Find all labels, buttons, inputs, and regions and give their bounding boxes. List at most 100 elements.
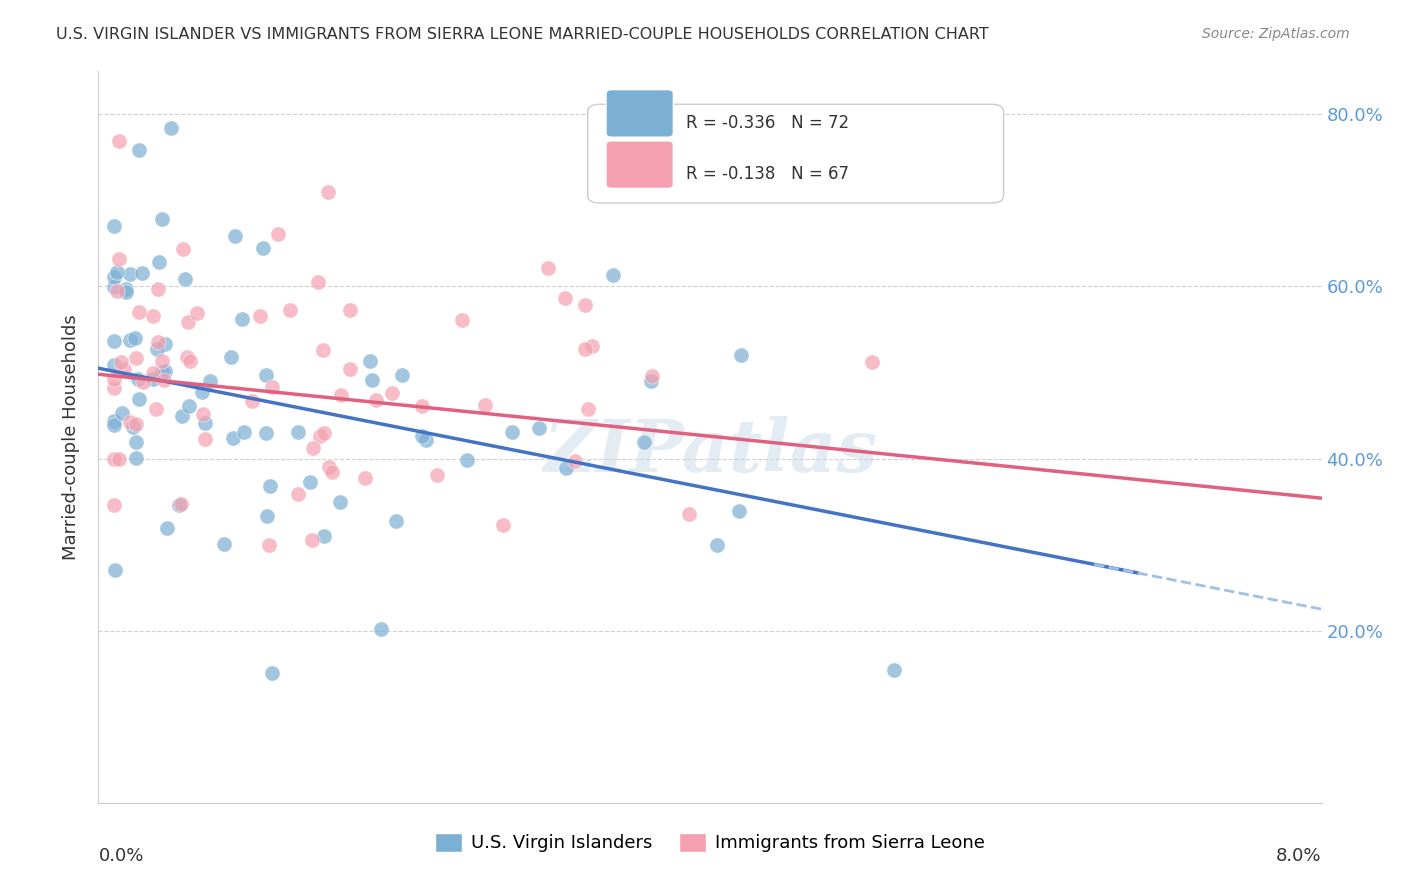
Point [103, 219, 125, 234]
Point [536, 261, 558, 276]
Point [706, 538, 728, 552]
Point [259, 478, 281, 492]
Point [329, 388, 352, 402]
Point [314, 529, 336, 543]
Point [127, 372, 149, 386]
Point [212, 537, 235, 551]
Point [262, 665, 284, 680]
Point [177, 399, 200, 413]
Point [474, 398, 496, 412]
Point [170, 497, 193, 511]
Point [128, 143, 150, 157]
Point [361, 374, 384, 388]
Point [309, 428, 332, 442]
Point [191, 385, 214, 400]
Point [142, 366, 165, 380]
Point [150, 354, 173, 368]
Point [426, 468, 449, 483]
Point [142, 309, 165, 323]
Point [108, 252, 131, 266]
Point [307, 275, 329, 289]
Point [860, 355, 883, 369]
Point [581, 339, 603, 353]
Point [384, 514, 406, 528]
Point [364, 393, 387, 408]
Point [150, 212, 173, 227]
Point [576, 401, 599, 416]
Point [111, 406, 134, 420]
Point [883, 663, 905, 677]
Point [115, 285, 138, 299]
Point [103, 334, 125, 348]
Point [298, 475, 321, 490]
Point [249, 309, 271, 323]
Point [411, 428, 433, 442]
Point [105, 265, 128, 279]
Point [146, 281, 169, 295]
Point [381, 386, 404, 401]
Point [108, 451, 131, 466]
Point [156, 521, 179, 535]
Point [121, 419, 143, 434]
Point [110, 355, 132, 369]
Point [103, 372, 125, 386]
Point [257, 538, 280, 552]
Point [107, 134, 129, 148]
Point [169, 498, 191, 512]
Point [574, 342, 596, 356]
Point [125, 417, 148, 431]
Point [142, 371, 165, 385]
Text: ZIPatlas: ZIPatlas [543, 417, 877, 487]
FancyBboxPatch shape [588, 104, 1004, 203]
Point [415, 434, 437, 448]
Point [125, 451, 148, 466]
Point [191, 407, 214, 421]
Point [118, 267, 141, 281]
Point [254, 426, 277, 441]
Point [527, 421, 550, 435]
Point [254, 368, 277, 382]
Point [148, 335, 170, 350]
Point [177, 315, 200, 329]
Point [103, 269, 125, 284]
Point [153, 364, 176, 378]
Point [640, 374, 662, 388]
Point [354, 471, 377, 485]
Point [145, 342, 167, 356]
Point [150, 365, 173, 379]
Point [641, 369, 664, 384]
Point [318, 460, 340, 475]
Text: R = -0.336   N = 72: R = -0.336 N = 72 [686, 114, 849, 132]
Point [112, 362, 135, 376]
Point [103, 451, 125, 466]
Point [492, 517, 515, 532]
Text: Source: ZipAtlas.com: Source: ZipAtlas.com [1202, 27, 1350, 41]
Point [312, 343, 335, 357]
Point [103, 498, 125, 512]
Point [103, 280, 125, 294]
Point [131, 375, 153, 389]
Point [633, 434, 655, 449]
Point [179, 354, 201, 368]
Point [219, 351, 242, 365]
Point [131, 266, 153, 280]
Point [173, 271, 195, 285]
Point [222, 431, 245, 445]
Point [153, 373, 176, 387]
Point [128, 392, 150, 406]
Point [198, 374, 221, 388]
Point [267, 227, 290, 241]
Point [602, 268, 624, 282]
Point [125, 351, 148, 365]
Point [370, 622, 392, 636]
Point [302, 441, 325, 455]
Point [224, 229, 246, 244]
Point [104, 563, 127, 577]
Point [391, 368, 413, 382]
Point [232, 425, 254, 440]
Point [118, 333, 141, 347]
Point [103, 417, 125, 432]
Point [145, 401, 167, 416]
Point [730, 348, 752, 362]
Point [194, 432, 217, 446]
